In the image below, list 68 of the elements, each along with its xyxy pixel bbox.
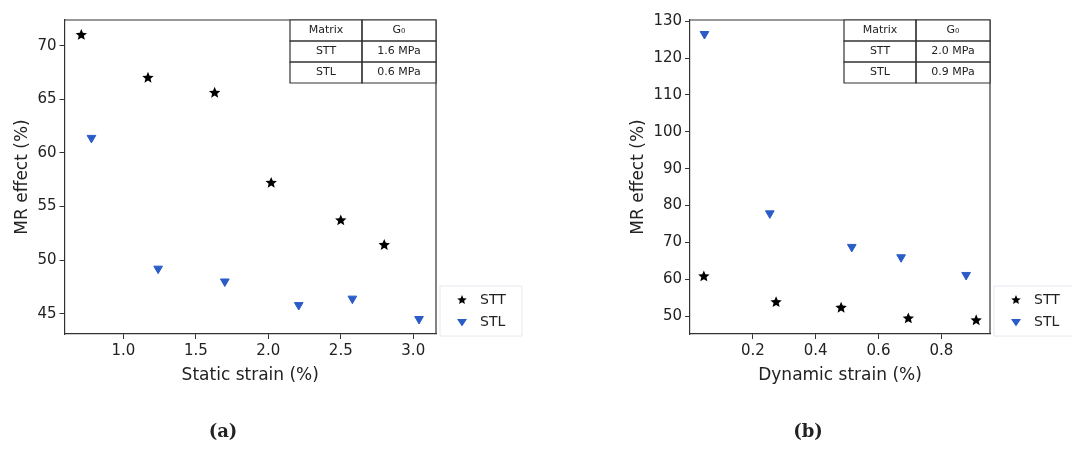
legend-label: STL xyxy=(1034,312,1060,329)
y-tick-label: 90 xyxy=(662,158,683,177)
x-tick-label: 3.0 xyxy=(401,340,426,359)
point xyxy=(698,270,710,282)
annotation: Matrix xyxy=(862,23,898,37)
point xyxy=(219,278,230,287)
annotation: 0.6 MPa xyxy=(377,65,421,79)
point xyxy=(208,86,221,98)
text: (b) xyxy=(793,419,823,441)
x-axis-title: Static strain (%) xyxy=(181,363,319,384)
y-tick-label: 65 xyxy=(37,89,57,108)
x-tick-label: 0.8 xyxy=(929,340,954,359)
point xyxy=(699,31,710,40)
annotation: STL xyxy=(870,65,891,79)
y-tick-label: 50 xyxy=(662,306,683,325)
y-tick-label: 130 xyxy=(653,11,683,29)
y-tick-label: 80 xyxy=(662,195,683,214)
point xyxy=(347,295,358,305)
point xyxy=(293,302,304,311)
y-tick-label: 55 xyxy=(37,196,57,215)
y-tick-label: 70 xyxy=(37,35,57,54)
y-tick-label: 70 xyxy=(662,232,683,251)
y-tick-label: 100 xyxy=(653,121,683,140)
x-tick-label: 0.2 xyxy=(740,340,765,359)
x-tick-label: 2.0 xyxy=(256,340,281,359)
point xyxy=(414,316,424,325)
point xyxy=(902,312,915,324)
y-tick-label: 110 xyxy=(653,84,683,103)
point xyxy=(764,210,775,219)
point xyxy=(846,243,857,253)
annotation: STL xyxy=(316,65,337,79)
x-tick-label: 0.6 xyxy=(866,340,891,359)
point xyxy=(86,134,97,144)
point xyxy=(770,296,782,308)
legend-label: STT xyxy=(480,290,507,307)
x-axis-title: Dynamic strain (%) xyxy=(758,363,922,384)
legend-label: STT xyxy=(1034,290,1061,307)
annotation: G₀ xyxy=(946,23,961,37)
y-tick-label: 50 xyxy=(37,249,57,268)
y-tick-label: 60 xyxy=(37,142,57,161)
annotation: 1.6 MPa xyxy=(377,44,421,58)
x-tick-label: 1.0 xyxy=(111,340,136,359)
annotation: STT xyxy=(869,44,891,58)
point xyxy=(153,265,163,275)
point xyxy=(970,314,982,326)
y-tick-label: 120 xyxy=(653,47,683,66)
y-tick-label: 60 xyxy=(662,269,683,288)
point xyxy=(896,254,906,263)
legend-label: STL xyxy=(480,312,506,329)
annotation: Matrix xyxy=(308,23,344,37)
annotation: STT xyxy=(315,44,337,58)
y-axis-title: MR effect (%) xyxy=(10,119,31,235)
x-tick-label: 0.4 xyxy=(803,340,828,359)
y-tick-label: 45 xyxy=(37,303,57,322)
y-axis-title: MR effect (%) xyxy=(626,119,647,235)
point xyxy=(75,29,88,40)
point xyxy=(961,271,971,281)
annotation: G₀ xyxy=(392,23,407,37)
point xyxy=(378,239,390,250)
point xyxy=(835,301,847,313)
annotation: 2.0 MPa xyxy=(931,44,975,58)
annotation: 0.9 MPa xyxy=(931,65,975,79)
point xyxy=(265,176,277,188)
x-tick-label: 2.5 xyxy=(328,340,353,359)
point xyxy=(142,71,154,83)
text: (a) xyxy=(208,419,238,441)
x-tick-label: 1.5 xyxy=(183,340,208,359)
point xyxy=(335,214,347,226)
